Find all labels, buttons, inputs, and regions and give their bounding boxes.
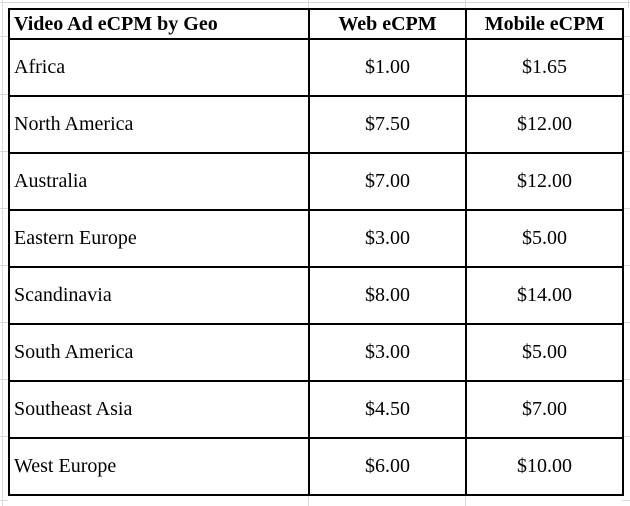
geo-cell: Southeast Asia <box>8 380 310 439</box>
gridline-row-stub-left <box>0 379 8 380</box>
geo-cell: South America <box>8 323 310 382</box>
header-row: Video Ad eCPM by Geo Web eCPM Mobile eCP… <box>8 8 624 40</box>
gridline-row-stub-left <box>0 265 8 266</box>
web-ecpm-cell: $7.00 <box>308 152 467 211</box>
mobile-ecpm-cell: $1.65 <box>465 38 624 97</box>
web-ecpm-cell: $6.00 <box>308 437 467 496</box>
mobile-ecpm-cell: $5.00 <box>465 209 624 268</box>
table-row: Scandinavia $8.00 $14.00 <box>8 266 624 325</box>
gridline-top <box>0 2 630 3</box>
geo-cell: Australia <box>8 152 310 211</box>
gridline-row-stub-left <box>0 151 8 152</box>
gridline-row-stub-right <box>622 265 630 266</box>
table-row: Africa $1.00 $1.65 <box>8 38 624 97</box>
geo-cell: West Europe <box>8 437 310 496</box>
gridline-row-stub-left <box>0 500 8 501</box>
mobile-ecpm-header-cell: Mobile eCPM <box>465 8 624 40</box>
geo-cell: Eastern Europe <box>8 209 310 268</box>
table-row: Australia $7.00 $12.00 <box>8 152 624 211</box>
gridline-row-stub-right <box>622 208 630 209</box>
table-row: Eastern Europe $3.00 $5.00 <box>8 209 624 268</box>
gridline-row-stub-right <box>622 436 630 437</box>
gridline-left <box>2 0 3 506</box>
mobile-ecpm-cell: $14.00 <box>465 266 624 325</box>
gridline-col-stub-bottom <box>465 495 466 506</box>
web-ecpm-cell: $4.50 <box>308 380 467 439</box>
gridline-row-stub-right <box>622 322 630 323</box>
mobile-ecpm-cell: $10.00 <box>465 437 624 496</box>
table-row: North America $7.50 $12.00 <box>8 95 624 154</box>
ecpm-table: Video Ad eCPM by Geo Web eCPM Mobile eCP… <box>8 8 624 496</box>
gridline-row-stub-left <box>0 94 8 95</box>
gridline-row-stub-left <box>0 436 8 437</box>
web-ecpm-cell: $1.00 <box>308 38 467 97</box>
gridline-row-stub-left <box>0 208 8 209</box>
web-ecpm-cell: $8.00 <box>308 266 467 325</box>
table-row: South America $3.00 $5.00 <box>8 323 624 382</box>
web-ecpm-cell: $3.00 <box>308 323 467 382</box>
gridline-col-stub-top <box>465 0 466 8</box>
gridline-row-stub-right <box>622 151 630 152</box>
gridline-row-stub-right <box>622 94 630 95</box>
gridline-row-stub-right <box>622 500 630 501</box>
gridline-col-stub-top <box>308 0 309 8</box>
web-ecpm-cell: $3.00 <box>308 209 467 268</box>
geo-cell: Africa <box>8 38 310 97</box>
gridline-row-stub-left <box>0 36 8 37</box>
gridline-col-stub-bottom <box>308 495 309 506</box>
table-row: West Europe $6.00 $10.00 <box>8 437 624 496</box>
geo-header-cell: Video Ad eCPM by Geo <box>8 8 310 40</box>
mobile-ecpm-cell: $7.00 <box>465 380 624 439</box>
web-ecpm-cell: $7.50 <box>308 95 467 154</box>
gridline-row-stub-left <box>0 322 8 323</box>
geo-cell: Scandinavia <box>8 266 310 325</box>
geo-cell: North America <box>8 95 310 154</box>
gridline-row-stub-right <box>622 379 630 380</box>
gridline-row-stub-right <box>622 36 630 37</box>
mobile-ecpm-cell: $5.00 <box>465 323 624 382</box>
mobile-ecpm-cell: $12.00 <box>465 95 624 154</box>
web-ecpm-header-cell: Web eCPM <box>308 8 467 40</box>
table-row: Southeast Asia $4.50 $7.00 <box>8 380 624 439</box>
gridline-col-stub-top <box>628 0 629 8</box>
mobile-ecpm-cell: $12.00 <box>465 152 624 211</box>
